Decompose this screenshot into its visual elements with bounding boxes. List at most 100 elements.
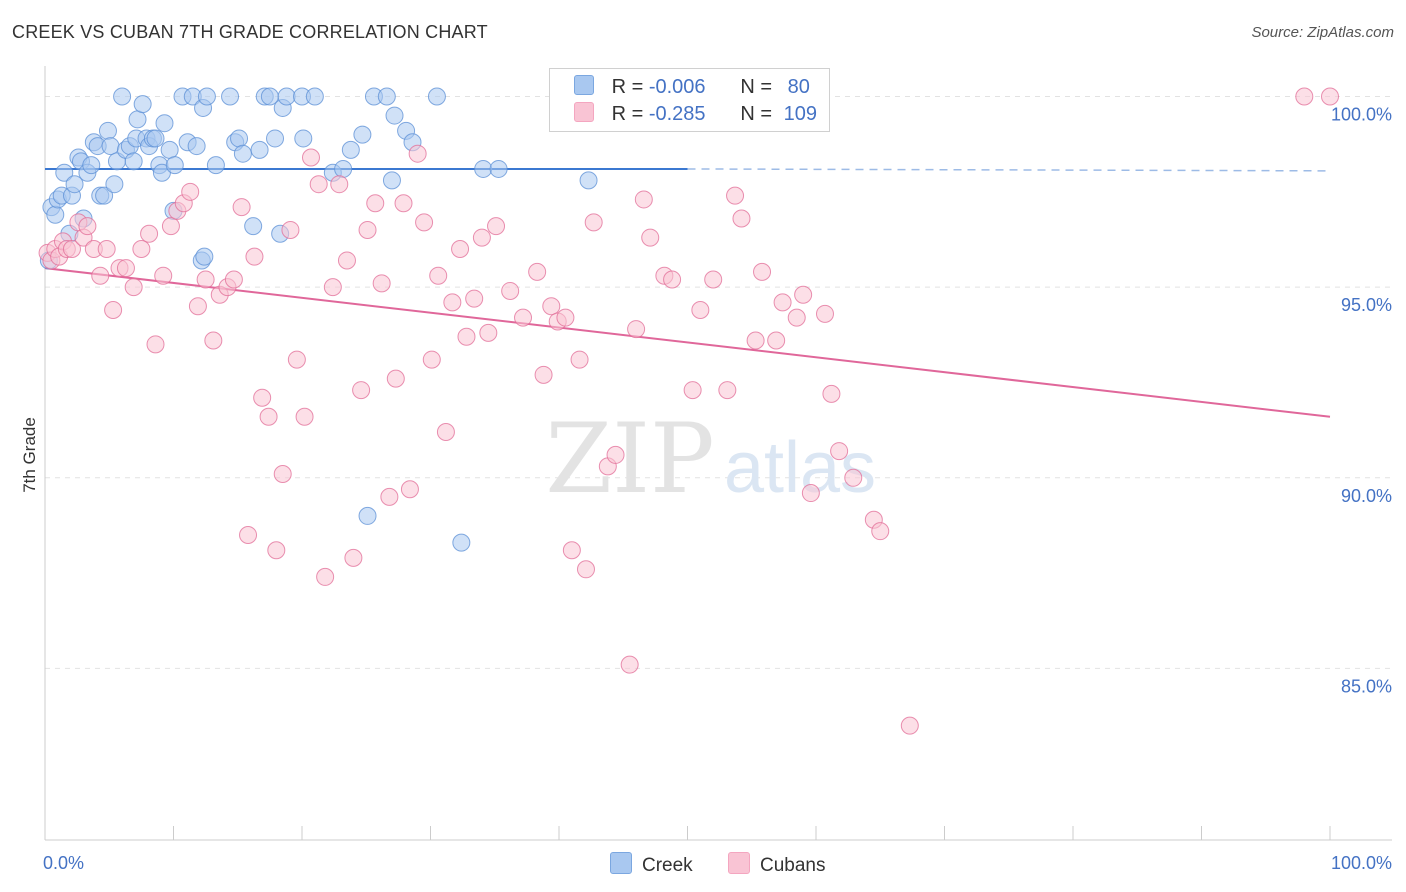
cubans-point [457,327,476,346]
creek-point [95,186,114,205]
cubans-point [528,262,547,281]
cubans-point [287,350,306,369]
creek-point [230,129,249,148]
y-axis-title: 7th Grade [20,417,39,493]
creek-point [105,175,124,194]
cubans-point [726,186,745,205]
cubans-r-value: -0.285 [648,103,706,125]
cubans-point [570,350,589,369]
cubans-point [451,240,470,259]
creek-point [294,129,313,148]
creek-point [165,156,184,175]
cubans-trend-line [44,267,1331,418]
cubans-point [465,289,484,308]
cubans-point [436,423,455,442]
cubans-point [372,274,391,293]
creek-point [113,87,132,106]
cubans-point [245,247,264,266]
cubans-point [691,301,710,320]
cubans-point [732,209,751,228]
cubans-point [273,464,292,483]
cubans-point [154,266,173,285]
cubans-point [330,175,349,194]
cubans-point [232,198,251,217]
cubans-point [408,144,427,163]
creek-point [334,159,353,178]
creek-point [341,140,360,159]
cubans-point [627,320,646,339]
cubans-swatch-icon [574,102,594,122]
cubans-point [281,220,300,239]
axes [44,66,1392,841]
cubans-point [487,217,506,236]
cubans-point [704,270,723,289]
cubans-point [1321,87,1339,106]
cubans-point [104,301,123,320]
creek-legend-icon [610,852,632,874]
creek-point [206,156,225,175]
cubans-point [267,541,286,560]
creek-point [385,106,404,125]
cubans-point [196,270,215,289]
cubans-point [443,293,462,312]
creek-point [98,121,117,140]
cubans-point [718,381,737,400]
creek-point [65,175,84,194]
cubans-point [501,281,520,300]
cubans-point [422,350,441,369]
creek-point [489,159,508,178]
legend-item-creek[interactable]: Creek [610,852,693,877]
series-legend: Creek Cubans [610,852,855,877]
cubans-point [753,262,772,281]
x-tick-label: 100.0% [1331,853,1392,873]
creek-point [474,159,493,178]
cubans-point [116,259,135,278]
cubans-point [323,278,342,297]
x-tick-label: 0.0% [43,853,84,873]
cubans-point [472,228,491,247]
cubans-point [181,182,200,201]
cubans-point [78,217,97,236]
cubans-point [380,487,399,506]
creek-point [101,137,120,156]
cubans-point [871,522,890,541]
creek-point [124,152,143,171]
cubans-point [204,331,223,350]
cubans-point [224,270,243,289]
legend-item-cubans[interactable]: Cubans [727,852,825,877]
cubans-point [97,240,116,259]
creek-point [244,217,263,236]
cubans-point [253,388,272,407]
cubans-point [767,331,786,350]
creek-point [146,129,165,148]
cubans-point [337,251,356,270]
axis-labels: 100.0% 95.0% 90.0% 85.0% 0.0% 100.0% 7th Grade [20,105,1392,873]
correlation-legend: R = -0.006 N = 80 R = -0.285 N = 109 [549,68,830,132]
cubans-point [801,484,820,503]
y-tick-label: 100.0% [1331,105,1392,125]
cubans-point [794,285,813,304]
creek-point [358,506,377,525]
cubans-point [1295,87,1314,106]
cubans-point [815,304,834,323]
creek-point [353,125,372,144]
watermark: ZIP atlas [545,403,876,515]
cubans-point [91,266,110,285]
cubans-point [663,270,682,289]
cubans-point [683,381,702,400]
cubans-point [400,480,419,499]
creek-point [46,205,65,224]
creek-trend-extension [687,168,1331,172]
cubans-point [830,442,849,461]
cubans-point [146,335,165,354]
cubans-point [161,217,180,236]
watermark-zip: ZIP [545,403,714,515]
cubans-point [900,716,919,735]
cubans-point [641,228,660,247]
r-label: R = [611,76,644,98]
cubans-point [132,240,151,259]
cubans-point [358,220,377,239]
cubans-point [366,194,385,213]
creek-point [452,533,471,552]
